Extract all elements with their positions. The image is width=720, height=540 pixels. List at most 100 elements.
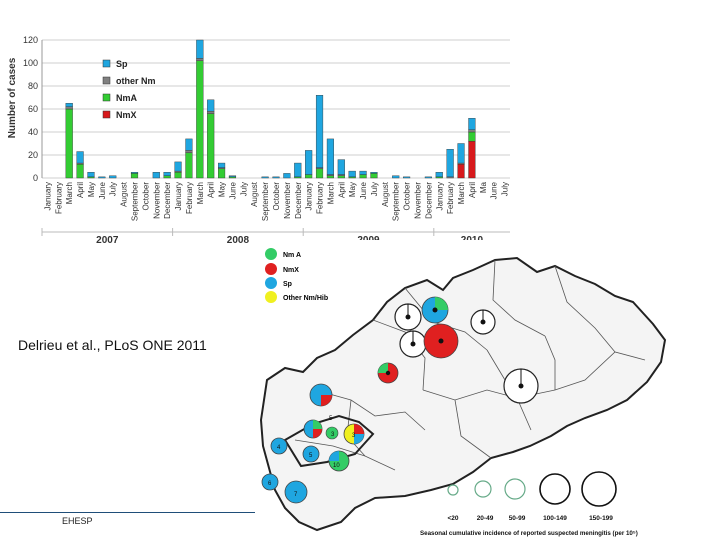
bar-segment-sp: [196, 39, 204, 59]
burkina-map-panel: Nm A NmX Sp Other Nm/Hib: [255, 240, 720, 540]
bar-segment-nma: [337, 175, 345, 179]
legend-swatch: [102, 59, 111, 68]
pie-label: 3: [331, 432, 335, 438]
bar-segment-other-nm: [468, 129, 476, 133]
bar-segment-sp: [207, 99, 215, 112]
size-legend-circle: [474, 480, 492, 498]
y-tick-label: 120: [23, 35, 38, 45]
grid-lines: [41, 39, 510, 179]
bar-segment-sp: [87, 172, 95, 178]
bar-segment-sp: [98, 176, 106, 179]
bar-segment-sp: [109, 175, 117, 179]
pie-label: 6: [268, 481, 272, 487]
x-tick-label: September: [392, 182, 401, 221]
bar-segment-sp: [261, 176, 269, 179]
bar-segment-other-nm: [185, 150, 193, 153]
year-label: 2007: [96, 235, 119, 246]
legend-swatch-nmx: [265, 263, 277, 275]
incidence-dots: [405, 304, 524, 389]
x-tick-label: October: [272, 182, 281, 211]
pie-marker: [421, 296, 449, 324]
y-tick-label: 0: [33, 173, 38, 183]
legend-label-other: Other Nm/Hib: [283, 295, 328, 302]
x-tick-label: March: [326, 182, 335, 204]
size-legend: [447, 471, 617, 507]
pie-label: 7: [294, 492, 298, 498]
x-tick-label: June: [228, 181, 237, 199]
bar-segment-other-nm: [207, 111, 215, 114]
bar-segment-nma: [468, 131, 476, 142]
x-tick-label: July: [501, 182, 510, 196]
bar-segment-nma: [315, 168, 324, 179]
x-tick-label: April: [76, 182, 85, 198]
x-tick-label: Ma: [479, 181, 488, 193]
x-tick-label: May: [218, 182, 227, 197]
bar-segment-other-nm: [196, 58, 204, 61]
y-tick-label: 80: [28, 81, 38, 91]
y-axis-label: Number of cases: [7, 57, 18, 138]
x-tick-label: December: [424, 182, 433, 219]
x-tick-label: December: [294, 182, 303, 219]
pie-label: 3: [352, 433, 356, 439]
country-outline: [259, 256, 667, 532]
bar-segment-sp: [272, 176, 280, 179]
pie-marker: [261, 473, 279, 491]
bar-segment-nma: [163, 175, 171, 179]
legend-swatch-nma: [265, 248, 277, 260]
bar-segment-sp: [283, 173, 291, 179]
bar-segment-sp: [305, 150, 313, 175]
pie-marker: [377, 362, 399, 384]
y-tick-label: 20: [28, 150, 38, 160]
bar-segment-sp: [337, 159, 345, 175]
size-legend-circle: [504, 478, 526, 500]
y-tick-label: 60: [28, 104, 38, 114]
pie-marker: [303, 419, 323, 439]
x-tick-label: March: [457, 182, 466, 204]
legend-swatch-other: [265, 291, 277, 303]
bar-segment-nma: [326, 175, 334, 179]
bar-segment-sp: [359, 170, 367, 175]
bar-segment-sp: [392, 175, 400, 179]
bar-segment-sp: [163, 172, 171, 176]
bar-segment-nma: [196, 60, 204, 179]
pie-label: 10: [333, 463, 340, 469]
x-tick-label: February: [316, 182, 325, 214]
size-legend-circle: [581, 471, 617, 507]
bar-segment-sp: [435, 172, 443, 178]
x-tick-label: February: [185, 182, 194, 214]
bar-segment-sp: [174, 161, 182, 172]
x-tick-label: May: [348, 182, 357, 197]
size-legend-caption: Seasonal cumulative incidence of reporte…: [420, 530, 638, 537]
bar-segment-sp: [65, 103, 73, 107]
pie-marker: [309, 383, 333, 407]
pie-marker: [325, 426, 339, 440]
bar-segment-sp: [315, 94, 324, 168]
x-tick-label: November: [283, 182, 292, 219]
legend-label: other Nm: [116, 76, 156, 86]
x-tick-label: November: [152, 182, 161, 219]
size-legend-labels: <20 20-49 50-99 100-149 150-199: [447, 515, 613, 522]
bar-segment-nma: [76, 163, 84, 179]
bar-segment-sp: [403, 176, 411, 179]
footer-divider: [0, 512, 255, 513]
x-tick-label: June: [98, 181, 107, 199]
pie-marker: [343, 423, 365, 445]
bar-segment-sp: [457, 143, 465, 164]
pie-marker: [302, 445, 320, 463]
x-tick-label: February: [446, 182, 455, 214]
bar-segment-sp: [424, 176, 432, 179]
bar-segment-sp: [348, 170, 356, 178]
legend-label: Sp: [116, 59, 128, 69]
footer-label: EHESP: [62, 516, 93, 526]
legend-swatch: [102, 76, 111, 85]
bar-segment-nma: [218, 168, 226, 179]
x-tick-label: January: [43, 182, 52, 210]
legend-swatch-sp: [265, 277, 277, 289]
x-tick-label: June: [359, 181, 368, 199]
bar-segment-sp: [228, 175, 237, 178]
pie-marker: [270, 437, 288, 455]
size-legend-circle: [447, 484, 459, 496]
x-tick-label: July: [109, 182, 118, 196]
x-tick-label: June: [490, 181, 499, 199]
